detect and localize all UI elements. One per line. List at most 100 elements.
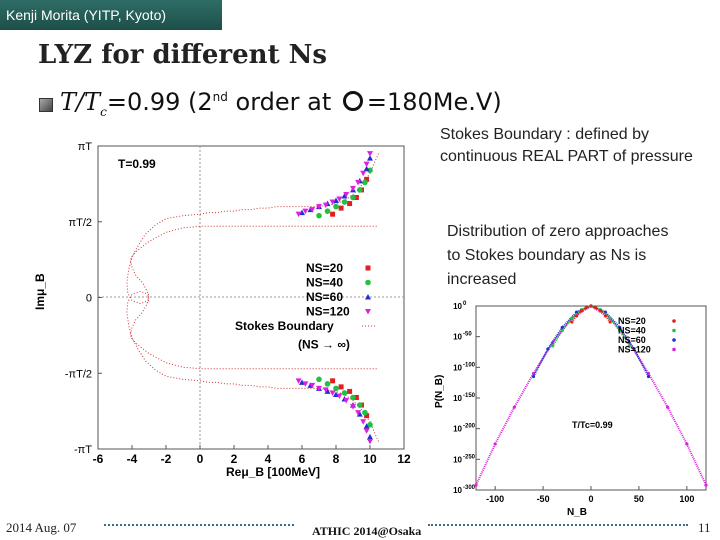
y-tick-label: 10 (453, 363, 462, 372)
y-tick-exponent: 0 (463, 301, 467, 307)
y-tick-label: 10 (453, 333, 462, 342)
point-ns120 (343, 191, 350, 198)
slide-title-text: LYZ for different Ns (38, 40, 328, 70)
footer-date: 2014 Aug. 07 (6, 520, 77, 535)
legend-label: NS=60 (618, 335, 646, 345)
y-tick-label: 10 (453, 302, 462, 311)
chart2-ylabel: P(N_B) (434, 375, 445, 408)
point-ns60 (299, 209, 305, 216)
point-ns60 (299, 379, 305, 385)
y-tick-label: 0 (86, 293, 92, 305)
y-tick-exponent: -150 (463, 393, 476, 399)
point-ns20 (330, 211, 336, 217)
point-ns120 (295, 378, 302, 384)
point-ns120 (343, 398, 350, 404)
point-ns120 (350, 185, 356, 192)
point-ns120 (295, 211, 302, 218)
point-ns60 (324, 388, 331, 394)
point-ns20 (364, 413, 370, 419)
point-ns40 (367, 421, 373, 428)
author-label: Kenji Morita (YITP, Kyoto) (6, 7, 167, 23)
point-ns120 (316, 385, 322, 392)
chart1-xlabel: Reμ_B [100MeV] (226, 465, 320, 479)
slide-subtitle: T/Tc=0.99 (2nd order at =180Me.V) (60, 88, 502, 119)
x-tick-label: 10 (363, 452, 377, 466)
stokes-boundary-upper (126, 153, 379, 305)
point-ns40 (333, 385, 339, 392)
plot-area-2 (475, 305, 707, 491)
x-tick-label: 4 (265, 452, 272, 466)
legend-marker-ns40 (365, 279, 371, 286)
y-tick-exponent: -200 (463, 424, 476, 430)
series-point (551, 344, 555, 348)
subtitle-mu-value: =180Me.V) (366, 88, 502, 116)
point-ns20 (338, 205, 344, 211)
subtitle-nd: nd (212, 90, 228, 104)
bullet-icon (39, 98, 53, 112)
point-ns40 (357, 402, 363, 408)
point-ns20 (347, 388, 353, 394)
legend-label: NS=40 (306, 276, 343, 290)
footer-divider-left (104, 524, 294, 526)
x-tick-label: 50 (634, 494, 644, 504)
point-ns40 (362, 409, 368, 416)
point-ns20 (338, 384, 344, 390)
footer-page-number: 11 (698, 520, 711, 535)
y-tick-label: -πT/2 (65, 368, 92, 380)
point-ns40 (367, 167, 373, 174)
point-ns120 (360, 170, 367, 177)
point-ns60 (333, 197, 339, 204)
legend-label: NS=40 (618, 326, 646, 336)
point-ns20 (347, 201, 353, 207)
point-ns120 (363, 428, 370, 434)
point-ns60 (356, 411, 363, 417)
point-ns120 (309, 382, 316, 389)
point-ns120 (302, 208, 309, 215)
point-ns120 (302, 381, 309, 387)
point-ns120 (309, 207, 316, 213)
point-ns120 (322, 387, 329, 393)
point-ns40 (357, 187, 363, 193)
legend-marker-ns20 (365, 265, 371, 271)
x-tick-label: 2 (231, 452, 238, 466)
stokes-note: Stokes Boundary : defined by continuous … (440, 126, 693, 165)
x-tick-label: 12 (397, 452, 411, 466)
point-ns120 (355, 179, 362, 186)
point-ns120 (336, 393, 343, 399)
chart1-ylabel: Imμ_B (33, 273, 47, 310)
legend-marker (672, 347, 676, 352)
footer-divider-right (428, 524, 688, 526)
point-ns40 (316, 212, 322, 219)
legend-label: NS=20 (618, 316, 646, 326)
chart1-annotation: T=0.99 (118, 157, 156, 171)
x-tick-label: -50 (537, 494, 550, 504)
point-ns40 (350, 194, 356, 201)
distribution-note: Distribution of zero approaches to Stoke… (447, 223, 669, 288)
point-ns40 (350, 394, 356, 401)
y-tick-exponent: -250 (463, 454, 476, 460)
y-tick-label: -πT (74, 444, 92, 456)
legend-marker (672, 319, 676, 323)
legend-label: Stokes Boundary (235, 319, 334, 333)
point-ns120 (329, 390, 336, 396)
point-ns40 (341, 199, 348, 205)
x-tick-label: 6 (299, 452, 306, 466)
subtitle-t-over: T/T (60, 88, 101, 116)
point-ns40 (341, 390, 348, 396)
legend-marker (672, 338, 676, 342)
point-ns120 (316, 204, 322, 210)
series-line (475, 304, 707, 486)
y-tick-label: 10 (453, 425, 462, 434)
subtitle-value: =0.99 (2 (106, 88, 213, 116)
x-tick-label: 0 (588, 494, 593, 504)
legend-marker-ns60 (365, 294, 371, 300)
point-ns60 (341, 192, 348, 199)
point-ns60 (367, 433, 373, 440)
point-ns60 (333, 391, 339, 397)
stokes-boundary-lower (126, 290, 379, 442)
legend-marker (672, 328, 676, 333)
y-tick-exponent: -100 (463, 362, 476, 368)
point-ns120 (367, 151, 373, 157)
legend-label: NS=20 (306, 261, 343, 275)
